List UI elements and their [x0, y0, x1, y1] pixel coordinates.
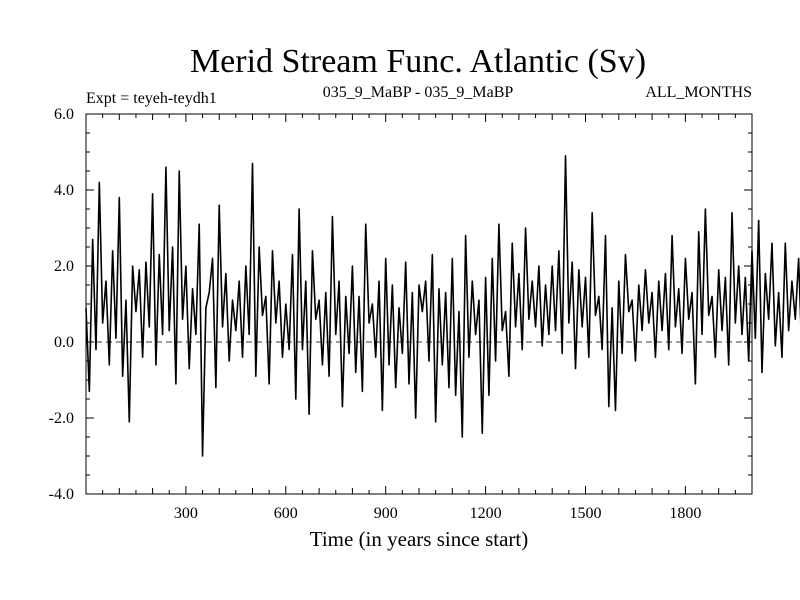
chart-title: Merid Stream Func. Atlantic (Sv) — [190, 43, 646, 80]
y-tick-label: -4.0 — [49, 486, 74, 503]
x-tick-label: 1200 — [470, 505, 502, 522]
y-tick-label: 0.0 — [54, 334, 74, 351]
x-tick-label: 1800 — [669, 505, 701, 522]
x-tick-label: 1500 — [570, 505, 602, 522]
x-axis: 300 600 900 1200 1500 1800 — [85, 114, 753, 522]
x-tick-label: 300 — [174, 505, 198, 522]
chart-subtitle-center: 035_9_MaBP - 035_9_MaBP — [323, 84, 514, 101]
y-tick-label: 6.0 — [54, 106, 74, 123]
y-tick-label: 4.0 — [54, 182, 74, 199]
chart-subtitle-left: Expt = teyeh-teydh1 — [86, 90, 217, 107]
plot-layer — [85, 155, 800, 457]
x-tick-label: 600 — [274, 505, 298, 522]
series-line-0 — [85, 155, 800, 457]
y-axis: -4.0 -2.0 0.0 2.0 4.0 6.0 — [49, 106, 752, 503]
chart-subtitle-right: ALL_MONTHS — [645, 84, 752, 101]
y-tick-label: 2.0 — [54, 258, 74, 275]
x-tick-label: 900 — [374, 505, 398, 522]
x-axis-label: Time (in years since start) — [310, 527, 529, 551]
y-tick-label: -2.0 — [49, 410, 74, 427]
